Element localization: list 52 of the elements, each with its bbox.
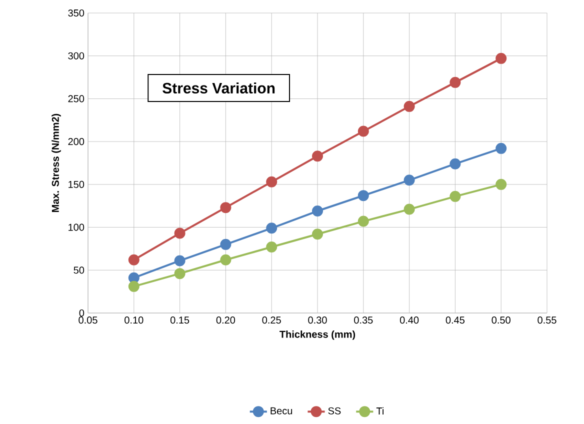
- x-tick-label: 0.20: [216, 316, 236, 324]
- y-tick-label: 350: [68, 9, 84, 17]
- point: [266, 176, 278, 188]
- x-tick-label: 0.25: [262, 316, 281, 324]
- point: [128, 272, 140, 284]
- point: [220, 254, 232, 266]
- x-tick-label: 0.35: [354, 316, 373, 324]
- point: [358, 216, 369, 227]
- text: Stress Variation: [162, 82, 275, 94]
- y-tick-label: 0: [79, 309, 84, 317]
- point: [450, 190, 461, 202]
- x-tick-label: 0.10: [124, 316, 144, 324]
- point: [404, 174, 415, 186]
- point: [174, 255, 186, 266]
- y-tick-label: 100: [68, 224, 84, 231]
- point: [450, 158, 461, 170]
- x-tick-label: 0.15: [170, 316, 190, 324]
- point: [404, 100, 415, 112]
- legend-label: Ti: [376, 407, 384, 414]
- x-tick-label: 0.40: [400, 316, 419, 324]
- point: [404, 204, 415, 215]
- y-tick-label: 50: [74, 266, 84, 274]
- x-tick-label: 0.50: [492, 316, 510, 324]
- point: [128, 280, 140, 292]
- y-tick-label: 200: [68, 138, 84, 146]
- point: [128, 254, 140, 266]
- y-tick-label: 300: [68, 52, 84, 60]
- point: [312, 150, 324, 162]
- x-tick-label: 0.55: [538, 316, 556, 324]
- point: [496, 142, 507, 154]
- point: [174, 228, 186, 239]
- y-axis-title: Max. Stress (N/mm2): [52, 114, 61, 212]
- y-tick-label: 250: [68, 95, 84, 102]
- y-tick-label: 150: [68, 180, 84, 188]
- x-tick-label: 0.30: [308, 316, 327, 324]
- x-tick-label: 0.45: [446, 316, 465, 324]
- legend-label: Becu: [270, 407, 292, 414]
- point: [496, 52, 507, 64]
- point: [220, 202, 232, 214]
- x-axis-title: Thickness (mm): [280, 330, 356, 340]
- point: [266, 222, 278, 234]
- point: [358, 190, 369, 202]
- point: [220, 238, 232, 250]
- point: [266, 242, 278, 253]
- point: [450, 76, 461, 88]
- x-tick-label: 0.05: [78, 316, 98, 324]
- point: [312, 206, 324, 216]
- point: [496, 178, 507, 190]
- point: [312, 228, 324, 240]
- legend-label: SS: [328, 407, 341, 414]
- point: [174, 268, 186, 280]
- point: [358, 126, 369, 137]
